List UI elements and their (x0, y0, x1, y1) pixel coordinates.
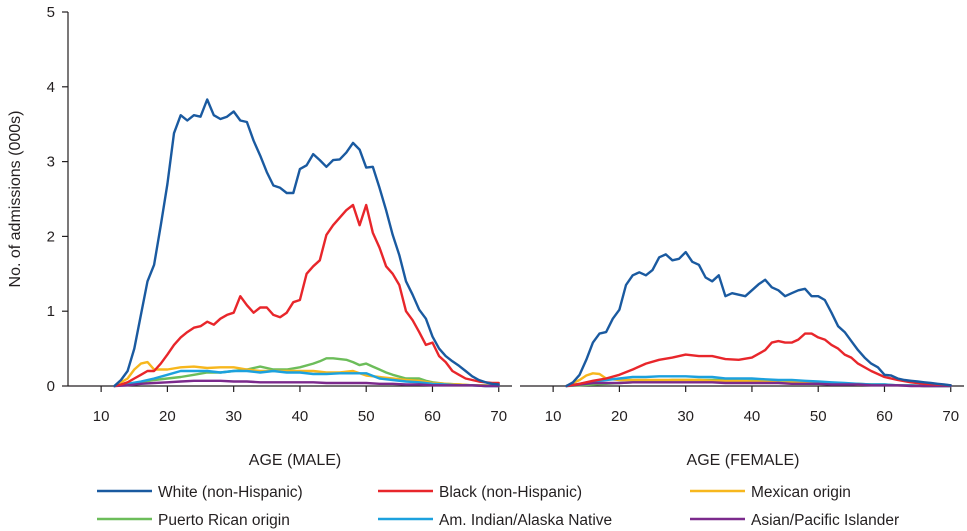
y-tick-label: 4 (47, 79, 55, 96)
x-tick-label-male: 50 (358, 408, 375, 425)
x-tick-label-female: 20 (611, 408, 628, 425)
legend-label-am-indian: Am. Indian/Alaska Native (439, 512, 612, 529)
panel-male: 10 20 30 40 50 60 70 AGE (MALE) (68, 98, 512, 469)
series-line-female-black-non-hispanic (565, 332, 952, 388)
y-tick-label: 3 (47, 154, 55, 171)
series-line-female-asian-pacific-islander (565, 381, 952, 388)
legend-item-am-indian: Am. Indian/Alaska Native (378, 512, 612, 529)
x-tick-label-female: 10 (545, 408, 562, 425)
x-tick-label-male: 10 (93, 408, 110, 425)
panel-female: 10 20 30 40 50 60 70 AGE (FEMALE) (520, 250, 964, 469)
series-lines-female (565, 250, 952, 388)
legend-label-white: White (non-Hispanic) (158, 484, 303, 501)
x-axis-ticks-female: 10 20 30 40 50 60 70 (545, 386, 959, 425)
legend-label-puerto-rican: Puerto Rican origin (158, 512, 290, 529)
x-axis-ticks-male: 10 20 30 40 50 60 70 (93, 386, 507, 425)
x-axis-title-female: AGE (FEMALE) (687, 452, 800, 469)
x-tick-label-female: 60 (876, 408, 893, 425)
x-tick-label-male: 40 (292, 408, 309, 425)
legend-item-mexican: Mexican origin (690, 484, 851, 501)
x-tick-label-female: 70 (942, 408, 959, 425)
legend: White (non-Hispanic) Black (non-Hispanic… (97, 484, 899, 529)
x-tick-label-female: 30 (677, 408, 694, 425)
series-line-male-am-indian-alaska-native (113, 369, 500, 388)
legend-item-white: White (non-Hispanic) (97, 484, 303, 501)
series-line-female-white-non-hispanic (565, 250, 952, 388)
legend-label-mexican: Mexican origin (751, 484, 851, 501)
y-tick-label: 5 (47, 4, 55, 21)
legend-item-black: Black (non-Hispanic) (378, 484, 582, 501)
legend-label-asian: Asian/Pacific Islander (751, 512, 899, 529)
y-tick-label: 0 (47, 378, 55, 395)
x-tick-label-male: 70 (490, 408, 507, 425)
series-line-male-black-non-hispanic (113, 203, 500, 388)
series-line-male-puerto-rican-origin (113, 357, 500, 388)
y-axis: 0 1 2 3 4 5 No. of admissions (000s) (7, 4, 69, 395)
legend-label-black: Black (non-Hispanic) (439, 484, 582, 501)
x-tick-label-female: 40 (744, 408, 761, 425)
x-axis-title-male: AGE (MALE) (249, 452, 341, 469)
x-tick-label-female: 50 (810, 408, 827, 425)
y-axis-title: No. of admissions (000s) (7, 111, 24, 288)
series-line-male-white-non-hispanic (113, 98, 500, 388)
series-lines-male (113, 98, 500, 388)
legend-item-asian: Asian/Pacific Islander (690, 512, 899, 529)
y-axis-ticks: 0 1 2 3 4 5 (47, 4, 68, 395)
x-tick-label-male: 20 (159, 408, 176, 425)
x-tick-label-male: 30 (225, 408, 242, 425)
y-tick-label: 2 (47, 228, 55, 245)
legend-item-puerto-rican: Puerto Rican origin (97, 512, 290, 529)
series-line-male-asian-pacific-islander (113, 379, 500, 388)
y-tick-label: 1 (47, 303, 55, 320)
x-tick-label-male: 60 (424, 408, 441, 425)
